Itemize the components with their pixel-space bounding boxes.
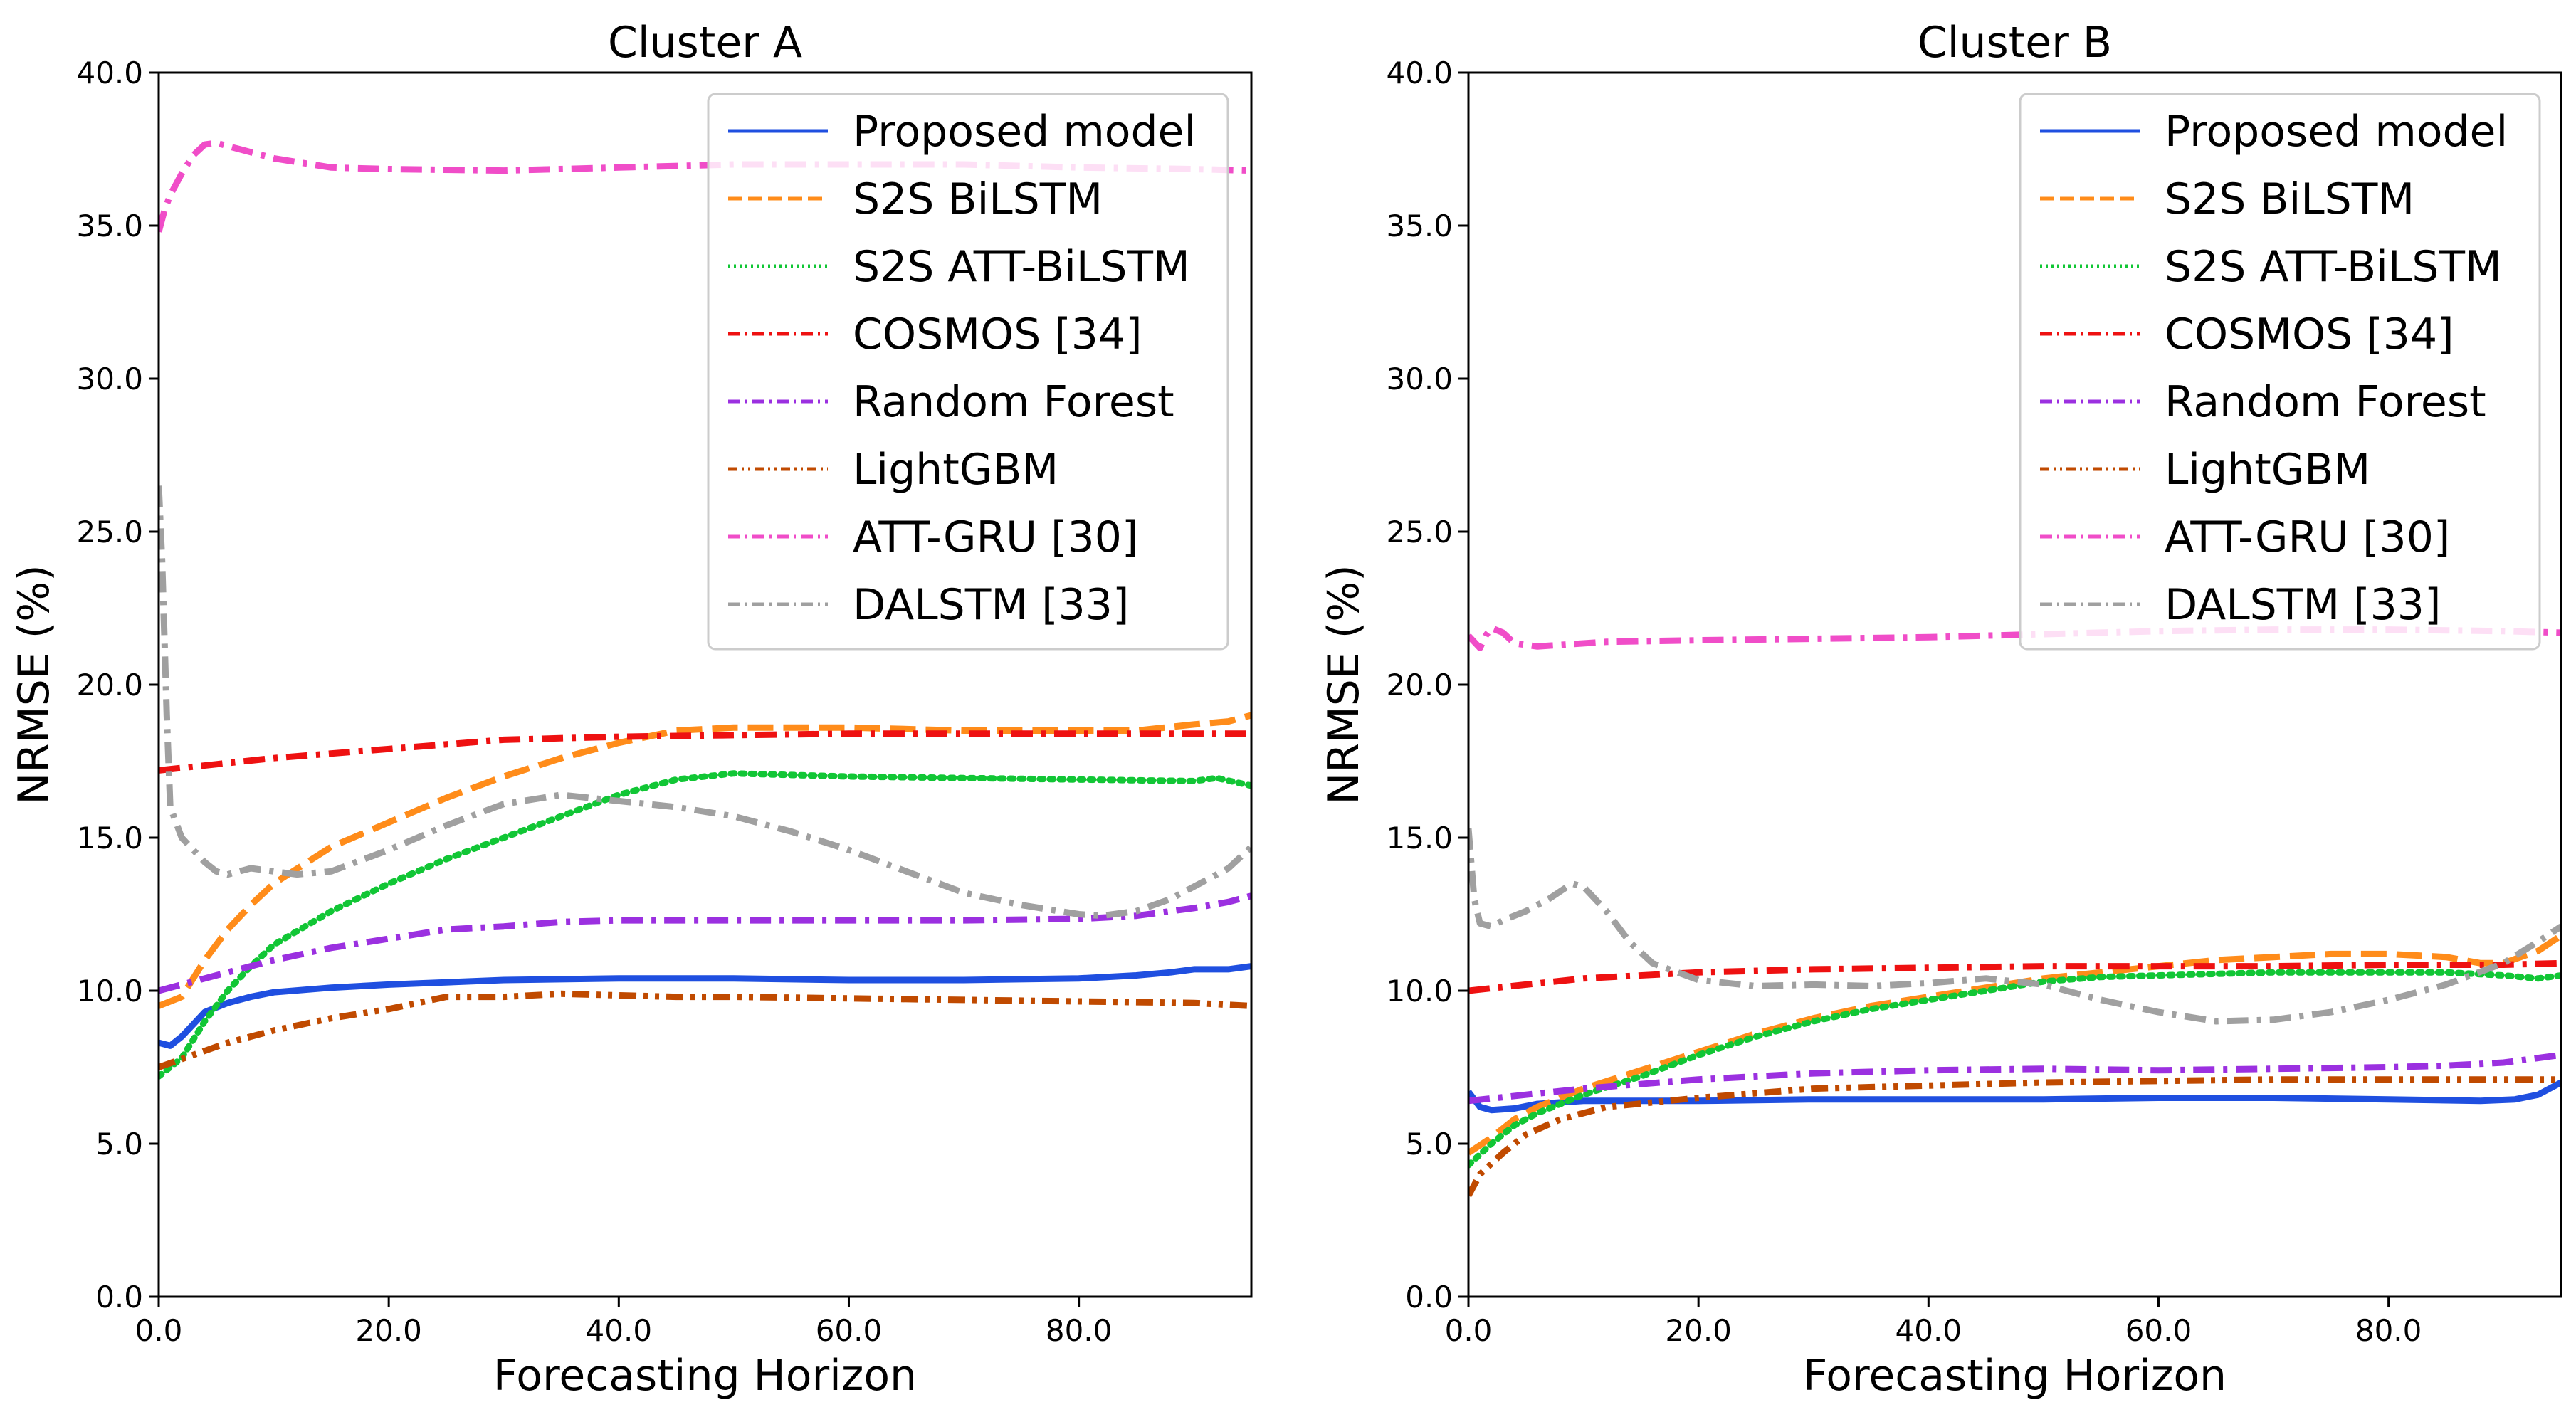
y-tick-label: 20.0: [1386, 668, 1453, 702]
legend-label-7: DALSTM [33]: [853, 580, 1129, 630]
legend-label-3: COSMOS [34]: [2165, 310, 2454, 359]
legend-label-0: Proposed model: [2165, 107, 2508, 157]
y-tick-label: 30.0: [76, 362, 143, 396]
series-line-5: [159, 990, 1251, 1070]
legend-label-7: DALSTM [33]: [2165, 580, 2441, 630]
x-tick-label: 40.0: [586, 1313, 653, 1348]
series-line-0: [1468, 1080, 2561, 1114]
chart-title: Cluster B: [1918, 18, 2112, 68]
series-line-2: [1468, 969, 2561, 1169]
x-tick-label: 20.0: [355, 1313, 422, 1348]
series-line-0: [159, 963, 1251, 1049]
y-tick-label: 5.0: [1405, 1127, 1453, 1162]
y-tick-label: 40.0: [76, 56, 143, 90]
y-axis-label: NRMSE (%): [1319, 564, 1369, 804]
y-tick-label: 5.0: [95, 1127, 143, 1162]
y-tick-label: 10.0: [1386, 974, 1453, 1008]
y-tick-label: 15.0: [76, 821, 143, 855]
legend-label-6: ATT-GRU [30]: [853, 512, 1138, 562]
legend-label-5: LightGBM: [2165, 445, 2370, 495]
legend-label-1: S2S BiLSTM: [2165, 174, 2414, 224]
chart-title: Cluster A: [608, 18, 802, 68]
series-line-7: [159, 485, 1251, 920]
series-line-3: [1468, 959, 2561, 994]
y-axis-label: NRMSE (%): [9, 564, 59, 804]
legend-label-2: S2S ATT-BiLSTM: [2165, 242, 2502, 292]
y-tick-label: 35.0: [76, 209, 143, 243]
legend-box: [707, 93, 1229, 651]
legend-label-3: COSMOS [34]: [853, 310, 1142, 359]
legend-label-4: Random Forest: [2165, 377, 2486, 427]
y-tick-label: 30.0: [1386, 362, 1453, 396]
legend-label-1: S2S BiLSTM: [853, 174, 1103, 224]
legend: Proposed model S2S BiLSTM S2S ATT-BiLSTM CO…: [707, 93, 1229, 651]
series-line-3: [159, 730, 1251, 774]
x-tick-label: 80.0: [1046, 1313, 1113, 1348]
legend-label-6: ATT-GRU [30]: [2165, 512, 2450, 562]
y-tick-label: 25.0: [76, 515, 143, 549]
series-line-7: [1468, 828, 2561, 1025]
legend-label-2: S2S ATT-BiLSTM: [853, 242, 1190, 292]
x-axis-label: Forecasting Horizon: [1803, 1351, 2227, 1401]
series-line-4: [159, 892, 1251, 994]
series-line-5: [1468, 1076, 2561, 1198]
x-tick-label: 0.0: [1445, 1313, 1493, 1348]
x-tick-label: 80.0: [2355, 1313, 2422, 1348]
y-tick-label: 25.0: [1386, 515, 1453, 549]
x-tick-label: 20.0: [1665, 1313, 1732, 1348]
y-tick-label: 40.0: [1386, 56, 1453, 90]
x-tick-label: 60.0: [816, 1313, 883, 1348]
y-tick-label: 0.0: [95, 1280, 143, 1315]
panel-cluster-a: Cluster A Forecasting Horizon NRMSE (%) …: [9, 18, 1253, 1401]
y-tick-label: 35.0: [1386, 209, 1453, 243]
y-tick-label: 15.0: [1386, 821, 1453, 855]
legend-box: [2019, 93, 2541, 651]
legend-label-0: Proposed model: [853, 107, 1196, 157]
legend-label-4: Random Forest: [853, 377, 1174, 427]
legend: Proposed model S2S BiLSTM S2S ATT-BiLSTM CO…: [2019, 93, 2541, 651]
y-tick-label: 10.0: [76, 974, 143, 1008]
series-line-4: [1468, 1051, 2561, 1105]
series-line-1: [1468, 932, 2561, 1156]
x-tick-label: 0.0: [135, 1313, 183, 1348]
x-axis-label: Forecasting Horizon: [493, 1351, 917, 1401]
series-line-2: [159, 770, 1251, 1080]
x-tick-label: 40.0: [1896, 1313, 1962, 1348]
series-line-1: [159, 712, 1251, 1009]
series-group: [1468, 624, 2561, 1198]
y-tick-label: 20.0: [76, 668, 143, 702]
x-tick-label: 60.0: [2125, 1313, 2192, 1348]
panel-cluster-b: Cluster B Forecasting Horizon NRMSE (%) …: [1319, 18, 2562, 1401]
y-tick-label: 0.0: [1405, 1280, 1453, 1315]
legend-label-5: LightGBM: [853, 445, 1058, 495]
